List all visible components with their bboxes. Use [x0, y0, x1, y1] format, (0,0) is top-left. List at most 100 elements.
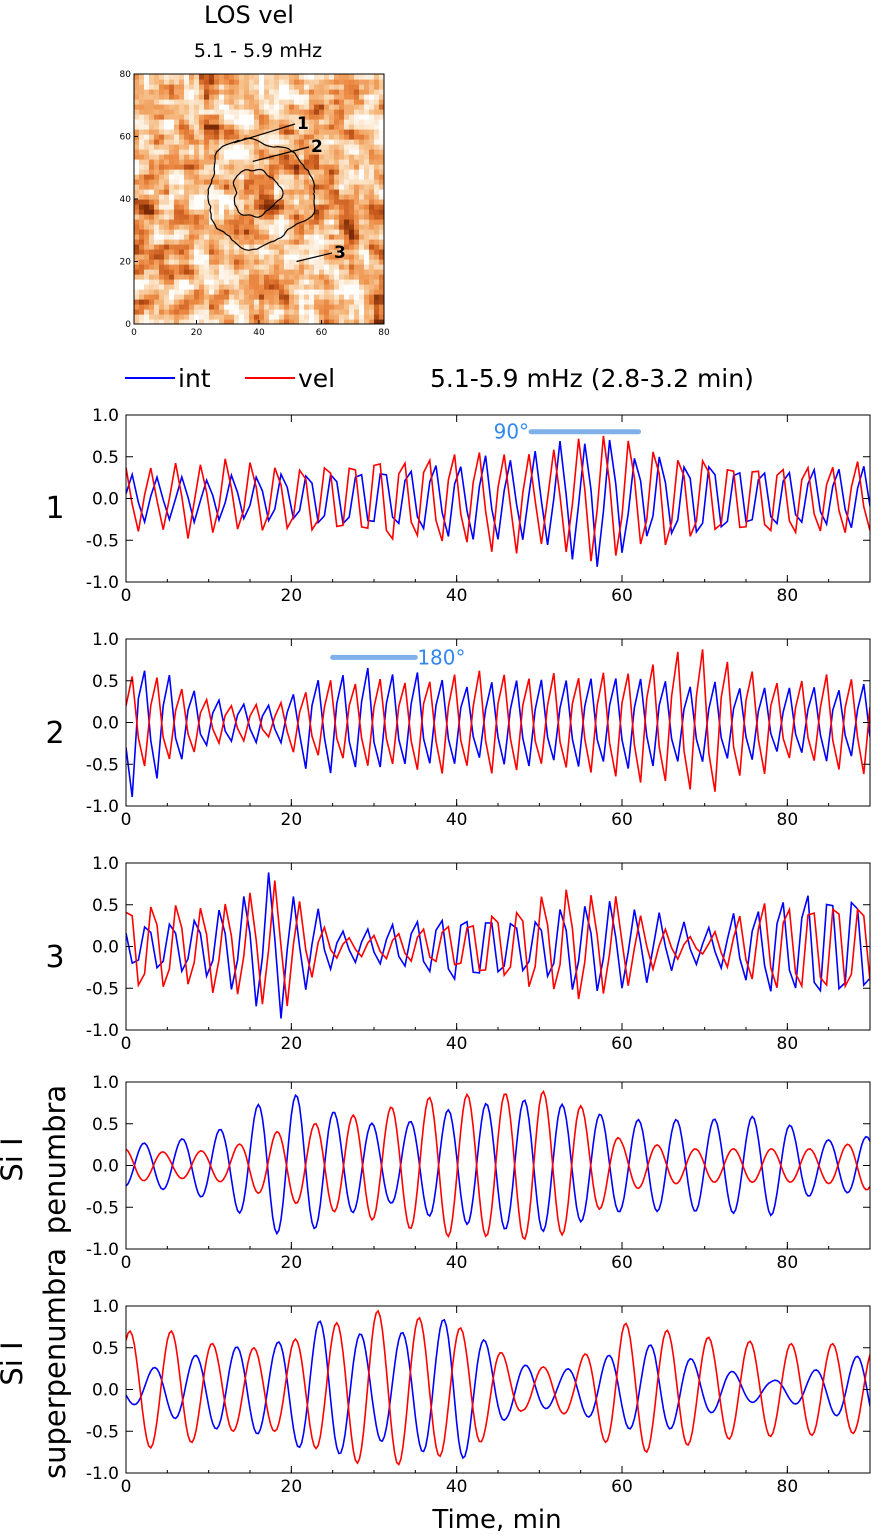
map-pixel [269, 309, 275, 315]
map-pixel [354, 84, 360, 90]
map-pixel [229, 294, 235, 300]
map-y-tick-label: 60 [120, 133, 132, 143]
map-pixel [304, 259, 310, 265]
map-pixel [324, 274, 330, 280]
map-pixel [154, 264, 160, 270]
map-pixel [179, 114, 185, 120]
map-pixel [264, 309, 270, 315]
map-pixel [344, 294, 350, 300]
map-pixel [329, 94, 335, 100]
map-pixel [159, 204, 165, 210]
map-pixel [144, 239, 150, 245]
map-pixel [179, 294, 185, 300]
map-pixel [134, 254, 140, 260]
map-pixel [239, 259, 245, 265]
map-pixel [314, 264, 320, 270]
map-pixel [364, 74, 370, 80]
map-pixel [174, 204, 180, 210]
map-pixel [319, 154, 325, 160]
map-pixel [274, 114, 280, 120]
map-pixel [134, 284, 140, 290]
map-pixel [314, 84, 320, 90]
map-pixel [299, 274, 305, 280]
map-pixel [234, 164, 240, 170]
map-pixel [139, 204, 145, 210]
map-pixel [289, 219, 295, 225]
map-pixel [269, 229, 275, 235]
map-pixel [324, 229, 330, 235]
map-pixel [144, 99, 150, 105]
map-pixel [244, 174, 250, 180]
map-pixel [379, 164, 384, 170]
map-pixel [369, 254, 375, 260]
map-pixel [174, 314, 180, 320]
map-pixel [274, 99, 280, 105]
map-pixel [259, 74, 265, 80]
map-pixel [379, 104, 384, 110]
map-pixel [189, 169, 195, 175]
map-pixel [304, 104, 310, 110]
map-pixel [264, 174, 270, 180]
map-pixel [229, 189, 235, 195]
map-pixel [224, 209, 230, 215]
map-pixel [164, 289, 170, 295]
map-pixel [179, 264, 185, 270]
map-pixel [189, 194, 195, 200]
map-pixel [199, 279, 205, 285]
map-pixel [264, 259, 270, 265]
map-pixel [259, 304, 265, 310]
map-pixel [239, 284, 245, 290]
series-line-int [126, 1093, 870, 1236]
map-pixel [169, 179, 175, 185]
map-pixel [334, 179, 340, 185]
map-pixel [134, 109, 140, 115]
map-pixel [299, 214, 305, 220]
map-pixel [304, 169, 310, 175]
map-pixel [274, 219, 280, 225]
map-pixel [234, 109, 240, 115]
map-pixel [254, 284, 260, 290]
map-pixel [294, 144, 300, 150]
map-pixel [224, 139, 230, 145]
map-pixel [169, 289, 175, 295]
map-pixel [279, 209, 285, 215]
map-pixel [364, 249, 370, 255]
map-pixel [174, 164, 180, 170]
map-pixel [174, 114, 180, 120]
map-pixel [299, 109, 305, 115]
map-pixel [374, 279, 380, 285]
map-pixel [154, 174, 160, 180]
map-pixel [239, 209, 245, 215]
map-pixel [354, 154, 360, 160]
map-pixel [319, 214, 325, 220]
map-pixel [134, 169, 140, 175]
map-pixel [249, 294, 255, 300]
row-label-line1: Si I [0, 1137, 29, 1181]
map-pixel [349, 299, 355, 305]
map-pixel [374, 269, 380, 275]
map-pixel [314, 229, 320, 235]
map-pixel [269, 164, 275, 170]
map-pixel [164, 159, 170, 165]
map-pixel [189, 264, 195, 270]
map-pixel [139, 154, 145, 160]
map-pixel [314, 194, 320, 200]
map-pixel [204, 279, 210, 285]
map-pixel [199, 314, 205, 320]
map-pixel [334, 164, 340, 170]
map-pixel [189, 129, 195, 135]
map-pixel [344, 84, 350, 90]
map-pixel [164, 184, 170, 190]
map-pixel [319, 104, 325, 110]
map-pixel [349, 74, 355, 80]
map-pixel [304, 239, 310, 245]
map-pixel [264, 119, 270, 125]
map-pixel [139, 79, 145, 85]
map-pixel [309, 104, 315, 110]
map-pixel [344, 299, 350, 305]
map-pixel [244, 234, 250, 240]
map-pixel [334, 234, 340, 240]
map-pixel [329, 79, 335, 85]
map-pixel [189, 244, 195, 250]
